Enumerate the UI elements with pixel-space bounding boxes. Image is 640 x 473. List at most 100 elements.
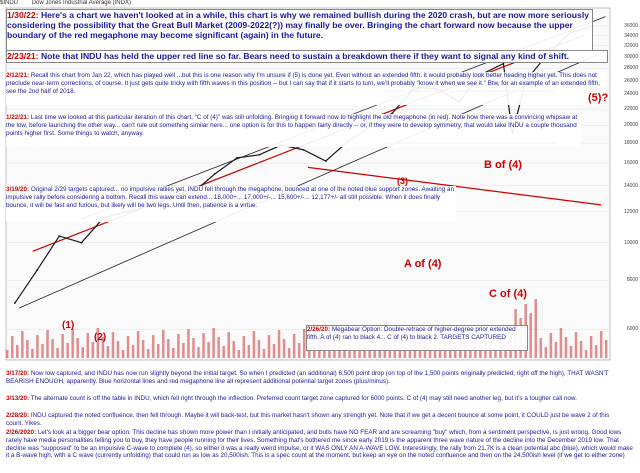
volume-bar: [292, 334, 296, 358]
y-tick-label: 24000: [624, 91, 638, 98]
volume-bar: [297, 343, 301, 358]
volume-bar: [262, 349, 266, 358]
note-date: 2/23/21:: [7, 51, 39, 61]
plot-frame: [5, 7, 611, 361]
note-2-28-20: 2/28/20: INDU captured the noted conflue…: [6, 412, 621, 428]
note-date: 2/12/21:: [6, 72, 30, 79]
price-point: [80, 241, 83, 244]
price-point: [213, 173, 216, 175]
price-point: [58, 235, 61, 237]
volume-bar: [302, 329, 306, 358]
volume-bar: [544, 347, 548, 358]
volume-bar: [46, 330, 49, 358]
volume-bar: [529, 313, 532, 358]
volume-bar: [202, 333, 205, 358]
volume-bar: [287, 348, 291, 358]
note-text: Original 2/29 targets captured... no imp…: [6, 186, 454, 209]
note-text: Note that INDU has held the upper red li…: [40, 51, 570, 61]
note-date: 1/22/21:: [6, 114, 30, 121]
note-1-30-22: 1/30/22: Here's a chart we haven't looke…: [6, 9, 593, 51]
note-3-13-20: 3/13/20: The alternate count is off the …: [6, 395, 621, 411]
volume-bar: [11, 336, 14, 358]
y-tick-label: 32000: [624, 42, 638, 49]
wave-label-c-of-4: C of (4): [489, 288, 527, 300]
price-point: [236, 156, 238, 159]
note-text: Last time we looked at this particular i…: [6, 114, 578, 137]
volume-bar: [453, 346, 457, 358]
y-tick-label: 18000: [624, 140, 638, 147]
y-tick-label: 10000: [624, 239, 638, 246]
volume-bar: [222, 346, 225, 358]
note-text: The alternate count is off the table in …: [30, 395, 577, 402]
volume-bar: [81, 347, 84, 358]
chart-title: Dow Jones Industrial Average (INDX): [31, 0, 131, 6]
volume-bar: [242, 336, 246, 358]
volume-bar: [569, 346, 573, 358]
volume-bar: [51, 339, 54, 358]
wave-label-b-of-4: B of (4): [484, 159, 522, 171]
volume-bar: [504, 344, 507, 358]
y-tick-label: 14000: [624, 182, 638, 189]
volume-bar: [31, 349, 34, 358]
y-tick-label: 22000: [624, 106, 638, 113]
volume-bar: [66, 343, 69, 358]
volume-bar: [6, 350, 9, 358]
volume-bar: [252, 331, 256, 358]
volume-bar: [91, 342, 95, 358]
note-date: 2/28/20:: [6, 412, 30, 419]
wave-label-a-of-4: A of (4): [404, 258, 442, 270]
volume-bar: [237, 350, 241, 358]
note-2-12-21: 2/12/21: Recall this chart from Jan 22, …: [6, 72, 606, 105]
note-date: 3/13/20:: [6, 395, 30, 402]
note-text: Let's look at a bigger bear option: This…: [6, 429, 633, 460]
wave-label-2: (2): [94, 332, 107, 343]
y-tick-label: 26000: [624, 77, 638, 84]
volume-bar: [151, 335, 155, 358]
volume-bar: [272, 344, 276, 358]
volume-bar: [71, 329, 74, 358]
volume-bar: [177, 334, 180, 358]
volume-bar: [157, 344, 160, 358]
volume-bar: [257, 340, 261, 358]
volume-bar: [363, 345, 366, 358]
volume-bar: [604, 340, 608, 358]
volume-bar: [96, 328, 100, 358]
volume-bar: [589, 336, 593, 358]
volume-bar: [131, 345, 135, 358]
y-tick-label: 12000: [624, 208, 638, 215]
volume-bar: [338, 346, 341, 358]
note-date: 2/26/2020:: [6, 429, 37, 436]
note-2-23-21: 2/23/21: Note that INDU has held the upp…: [6, 50, 608, 63]
y-tick-label: 34000: [624, 32, 638, 39]
note-date: 2/26/20:: [307, 326, 331, 333]
wave-label-1: (1): [62, 320, 75, 331]
y-tick-label: 6000: [626, 326, 638, 333]
note-text: Recall this chart from Jan 22, which has…: [6, 72, 601, 95]
volume-bar: [16, 345, 19, 358]
note-date: 3/17/20:: [6, 370, 30, 377]
volume-bar: [172, 348, 175, 358]
volume-bar: [232, 341, 235, 358]
volume-bar: [403, 348, 407, 358]
volume-bar: [282, 339, 286, 358]
volume-bar: [378, 349, 381, 358]
volume-bar: [207, 342, 210, 358]
volume-bar: [599, 331, 603, 358]
volume-bar: [267, 335, 271, 358]
symbol-label: $INDU: [0, 0, 19, 6]
volume-bar: [197, 347, 200, 358]
price-point: [324, 160, 327, 162]
volume-bar: [554, 342, 558, 358]
volume-bar: [388, 344, 392, 358]
y-tick-label: 8000: [626, 277, 638, 284]
volume-bar: [111, 332, 115, 358]
note-text: Now low captured, and INDU has now run s…: [6, 370, 609, 385]
volume-bar: [21, 331, 24, 358]
note-text: INDU captured the noted confluence, then…: [6, 412, 610, 427]
volume-bar: [141, 340, 145, 358]
volume-bar: [479, 345, 482, 358]
note-1-22-21: 1/22/21: Last time we looked at this par…: [6, 114, 581, 147]
volume-bar: [313, 347, 316, 358]
y-tick-label: 36000: [624, 22, 638, 29]
